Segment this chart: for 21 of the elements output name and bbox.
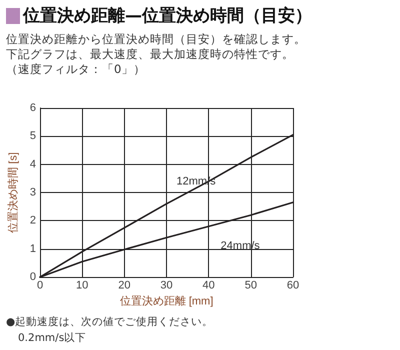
y-tick-label: 0 <box>30 271 36 284</box>
x-axis-title: 位置決め距離 [mm] <box>120 294 214 308</box>
text: 0.2mm/s以下 <box>17 331 88 346</box>
x-tick-label: 10 <box>76 280 88 292</box>
x-tick-label: 50 <box>244 280 257 292</box>
text: 下記グラフは、最大速度、最大加速度時の特性です。 <box>6 47 295 62</box>
text: ●起動速度は、次の値でご使用ください。 <box>6 315 214 330</box>
y-tick-label: 2 <box>30 214 36 227</box>
x-tick-label: 60 <box>286 280 300 292</box>
y-axis-title: 位置決め時間 [s] <box>6 152 20 233</box>
x-tick-label: 40 <box>202 280 215 292</box>
y-tick-label: 1 <box>30 242 36 255</box>
y-tick-label: 3 <box>30 186 36 199</box>
y-tick-label: 5 <box>30 130 36 142</box>
chart-title: 位置決め距離—位置決め時間（目安） <box>23 5 312 27</box>
x-tick-label: 20 <box>118 280 130 292</box>
y-tick-label: 4 <box>30 158 36 170</box>
y-tick-label: 6 <box>30 102 36 114</box>
x-tick-label: 30 <box>160 280 173 292</box>
text: （速度フィルタ：「0」） <box>6 62 146 77</box>
chart-subtitle: 位置決め距離から位置決め時間（目安）を確認します。 <box>6 32 306 47</box>
